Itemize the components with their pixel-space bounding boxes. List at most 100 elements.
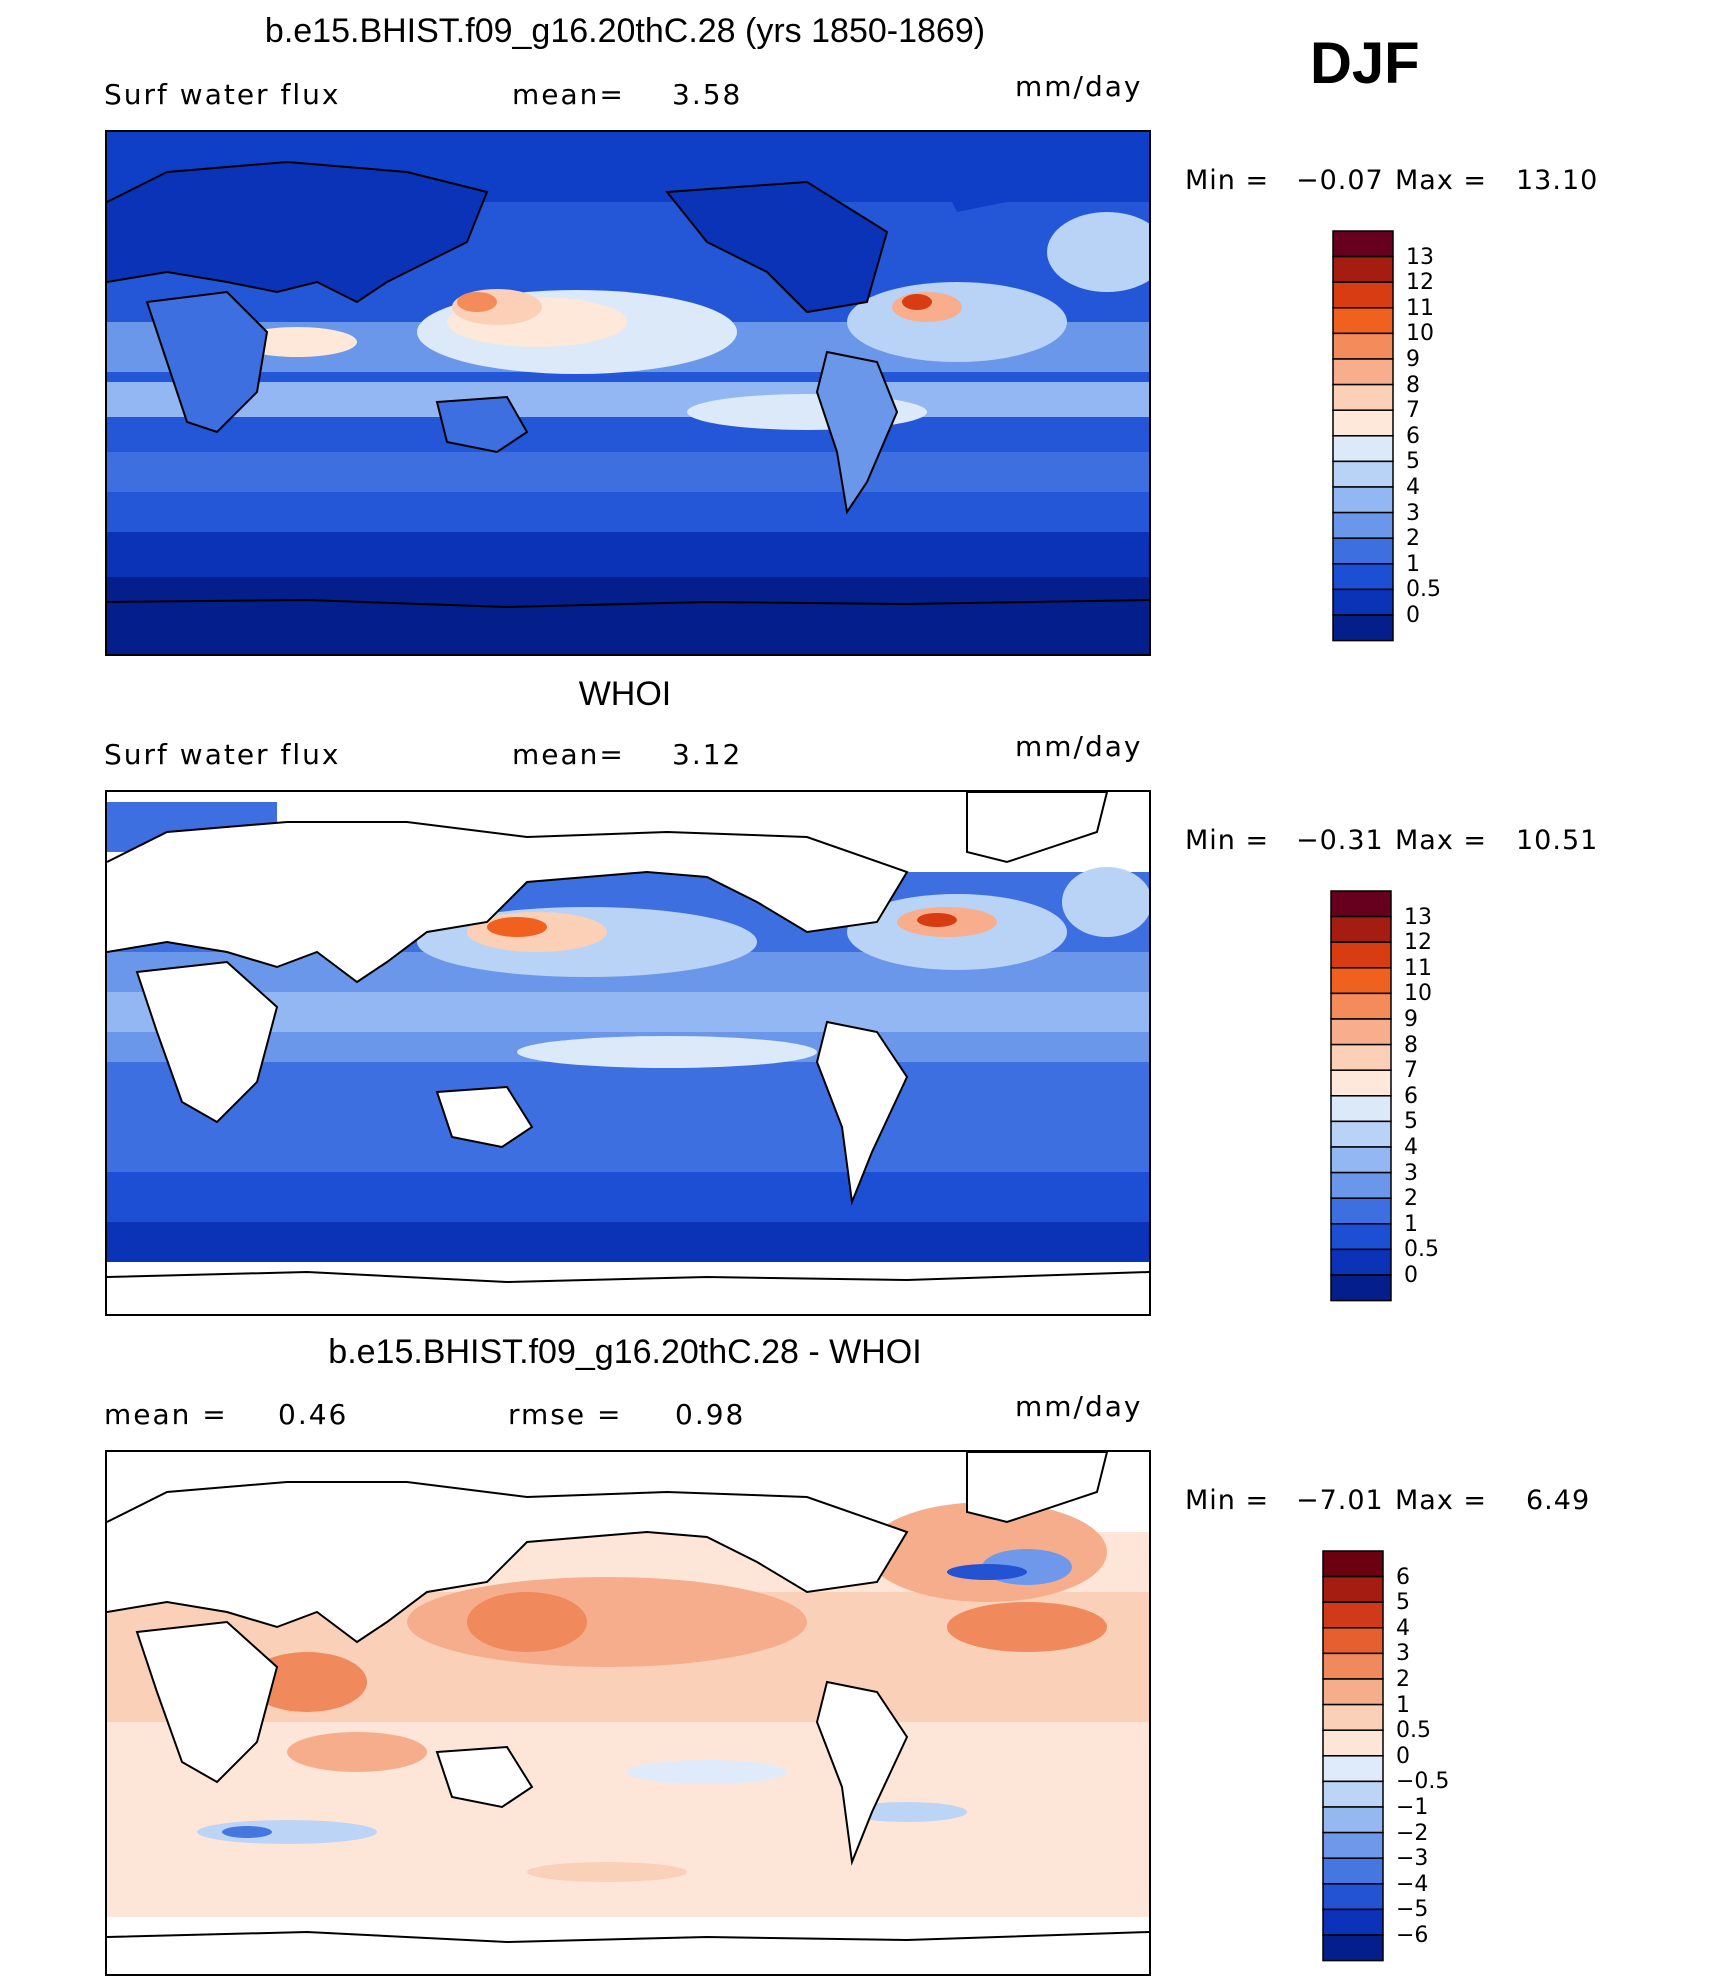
panel1-map-svg [107,132,1149,654]
panel3-map-svg [107,1452,1149,1974]
colorbar-swatch [1332,332,1394,360]
panel3-map [105,1450,1151,1976]
colorbar-tick-label: 6 [1404,1083,1418,1109]
panel2-map [105,790,1151,1316]
colorbar-tick-label: 2 [1396,1667,1410,1692]
colorbar-tick-label: −2 [1396,1820,1429,1846]
panel2-min-label: Min = [1185,825,1270,856]
colorbar-swatch [1330,1248,1392,1276]
panel3-rmse-value: 0.98 [675,1398,746,1431]
colorbar-tick-label: −1 [1396,1795,1429,1820]
panel3-max-value: 6.49 [1526,1485,1591,1516]
colorbar-tick-label: 1 [1406,551,1420,577]
panel3-min-value: −7.01 [1296,1485,1384,1516]
colorbar-tick-label: 4 [1396,1615,1410,1641]
colorbar-swatch [1332,460,1394,488]
colorbar-tick-label: 0.5 [1404,1237,1439,1263]
season-label: DJF [1310,31,1420,96]
colorbar-swatch [1330,1018,1392,1046]
colorbar-swatch [1330,1043,1392,1071]
colorbar-swatch [1330,915,1392,943]
colorbar-tick-label: 2 [1406,526,1420,552]
colorbar-tick-label: 10 [1406,321,1434,347]
colorbar-tick-label: 7 [1404,1058,1418,1084]
colorbar-swatch [1330,1069,1392,1097]
colorbar-tick-label: −4 [1396,1871,1429,1897]
colorbar-tick-label: 2 [1404,1186,1418,1212]
colorbar-swatches [1332,230,1394,642]
colorbar-tick-label: 1 [1396,1692,1410,1718]
colorbar-tick-label: 4 [1406,475,1420,500]
colorbar-swatch [1332,383,1394,411]
colorbar-tick-label: 10 [1404,981,1432,1007]
panel1-max-label: Max = [1395,165,1488,196]
colorbar-tick-label: 6 [1396,1564,1410,1590]
panel2-min-value: −0.31 [1296,825,1384,856]
panel1-mean-value: 3.58 [672,78,743,111]
colorbar-swatch [1332,537,1394,565]
panel2-max-label: Max = [1395,825,1488,856]
colorbar-tick-label: 5 [1396,1590,1410,1616]
panel2-title: WHOI [578,675,672,713]
colorbar-swatch [1332,435,1394,463]
colorbar-swatch [1330,890,1392,918]
colorbar-tick-label: 0 [1404,1263,1418,1288]
panel2-mean-label: mean= [512,738,625,771]
colorbar-swatch [1322,1934,1384,1962]
colorbar-tick-label: 0 [1406,603,1420,628]
colorbar-swatches [1330,890,1392,1302]
colorbar-tick-label: 5 [1404,1109,1418,1135]
colorbar-tick-label: 5 [1406,449,1420,475]
colorbar-swatch [1330,1146,1392,1174]
panel1-title: b.e15.BHIST.f09_g16.20thC.28 (yrs 1850-1… [264,12,986,50]
panel1-units: mm/day [1015,70,1143,103]
panel1-min-label: Min = [1185,165,1270,196]
colorbar-tick-label: −3 [1396,1846,1429,1872]
colorbar-swatch [1322,1627,1384,1655]
colorbar-swatch [1322,1678,1384,1706]
panel2-variable-label: Surf water flux [104,738,341,771]
panel1-min-value: −0.07 [1296,165,1384,196]
colorbar-swatch [1332,614,1394,642]
colorbar-swatch [1322,1831,1384,1859]
colorbar-swatches [1322,1550,1384,1962]
colorbar-swatch [1322,1780,1384,1808]
colorbar-tick-label: −0.5 [1396,1769,1450,1795]
colorbar-swatch [1322,1908,1384,1936]
panel2-units: mm/day [1015,730,1143,763]
colorbar-swatch [1330,1274,1392,1302]
colorbar-tick-label: 13 [1406,244,1434,270]
colorbar-tick-label: −5 [1396,1897,1429,1923]
colorbar-swatch [1322,1575,1384,1603]
colorbar-swatch [1330,1223,1392,1251]
colorbar-swatch [1322,1806,1384,1834]
colorbar-tick-label: 13 [1404,904,1432,930]
colorbar-swatch [1322,1857,1384,1885]
colorbar-swatch [1322,1755,1384,1783]
panel3-min-label: Min = [1185,1485,1270,1516]
colorbar-tick-label: 11 [1404,955,1432,981]
colorbar-swatch [1332,358,1394,386]
panel3-title: b.e15.BHIST.f09_g16.20thC.28 - WHOI [328,1333,922,1371]
colorbar-tick-label: 0 [1396,1743,1410,1769]
colorbar-swatch [1330,992,1392,1020]
panel3-rmse-label: rmse = [508,1398,623,1431]
colorbar-tick-label: 0.5 [1406,577,1441,603]
panel2-max-value: 10.51 [1516,825,1599,856]
colorbar-tick-label: 12 [1406,270,1434,296]
colorbar-tick-label: 6 [1406,423,1420,449]
panel3-mean-label: mean = [104,1398,228,1431]
panel1-max-value: 13.10 [1516,165,1599,196]
colorbar-tick-label: 3 [1396,1641,1410,1667]
colorbar-swatch [1332,307,1394,335]
colorbar-swatch [1322,1703,1384,1731]
colorbar-swatch [1332,588,1394,616]
colorbar-swatch [1332,255,1394,283]
colorbar-tick-label: 8 [1404,1032,1418,1058]
colorbar-tick-label: 3 [1404,1160,1418,1186]
panel2-colorbar: 13 12 11 10 9 8 7 6 5 4 3 2 1 0.5 0 [1330,890,1439,1307]
colorbar-tick-label: −6 [1396,1923,1429,1948]
colorbar-tick-label: 12 [1404,930,1432,956]
panel1-variable-label: Surf water flux [104,78,341,111]
colorbar-swatch [1332,281,1394,309]
